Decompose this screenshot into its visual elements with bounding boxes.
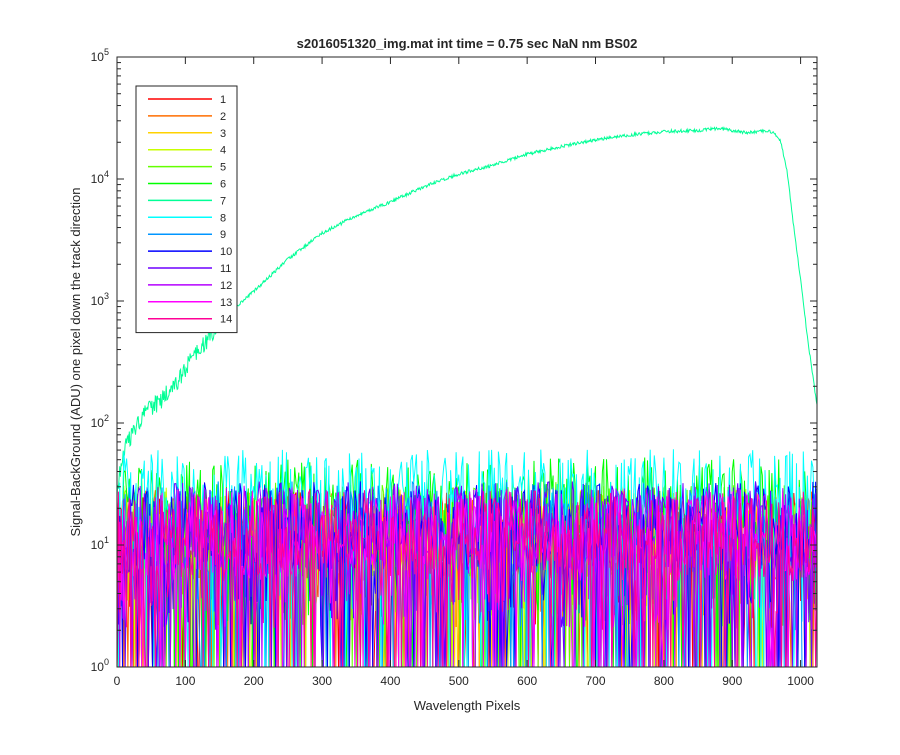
legend-label-12: 12 <box>220 280 232 292</box>
x-tick-label: 500 <box>449 674 469 688</box>
legend-label-10: 10 <box>220 246 232 258</box>
legend-label-7: 7 <box>220 195 226 207</box>
chart-title: s2016051320_img.mat int time = 0.75 sec … <box>297 36 638 51</box>
legend-label-9: 9 <box>220 229 226 241</box>
legend-label-6: 6 <box>220 179 226 191</box>
x-tick-label: 600 <box>517 674 537 688</box>
x-axis-ticks: 0 100 200 300 400 500 600 700 800 900 1000 <box>114 57 814 688</box>
x-tick-label: 700 <box>586 674 606 688</box>
legend-label-8: 8 <box>220 212 226 224</box>
legend-box <box>135 85 238 334</box>
legend-label-14: 14 <box>220 314 232 326</box>
axes-box <box>116 56 818 668</box>
x-axis-label: Wavelength Pixels <box>414 698 521 713</box>
legend-label-4: 4 <box>220 145 226 157</box>
series-line-13 <box>116 489 818 668</box>
x-tick-label: 800 <box>654 674 674 688</box>
series-line-14 <box>116 489 818 668</box>
legend-label-1: 1 <box>220 94 226 106</box>
x-tick-label: 0 <box>114 674 121 688</box>
x-tick-label: 200 <box>244 674 264 688</box>
y-tick-label: 103 <box>91 291 109 308</box>
legend-label-3: 3 <box>220 128 226 140</box>
x-tick-label: 100 <box>175 674 195 688</box>
legend-label-5: 5 <box>220 162 226 174</box>
y-tick-label: 105 <box>91 47 109 64</box>
y-tick-label: 101 <box>91 535 109 552</box>
legend-label-13: 13 <box>220 297 232 309</box>
x-tick-label: 1000 <box>787 674 814 688</box>
x-tick-label: 900 <box>722 674 742 688</box>
y-axis-label: Signal-BackGround (ADU) one pixel down t… <box>68 187 83 536</box>
legend-label-2: 2 <box>220 111 226 123</box>
y-tick-label: 104 <box>91 169 109 186</box>
x-tick-label: 400 <box>380 674 400 688</box>
y-tick-label: 102 <box>91 413 109 430</box>
y-tick-label: 100 <box>91 657 109 674</box>
legend-label-11: 11 <box>220 263 231 275</box>
x-tick-label: 300 <box>312 674 332 688</box>
